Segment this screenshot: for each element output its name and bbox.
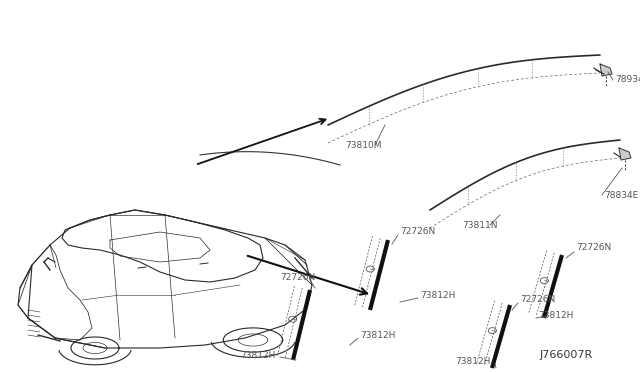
Text: 73810M: 73810M (345, 141, 381, 150)
Text: 78934E: 78934E (615, 76, 640, 84)
Text: J766007R: J766007R (540, 350, 593, 360)
Text: 73812H: 73812H (420, 291, 456, 299)
Text: 72726N: 72726N (280, 273, 316, 282)
Text: 73812H: 73812H (455, 357, 490, 366)
Text: 78834E: 78834E (604, 190, 638, 199)
Text: 73811N: 73811N (462, 221, 497, 230)
Text: 72726N: 72726N (520, 295, 556, 305)
Text: 73812H: 73812H (240, 350, 275, 359)
Polygon shape (600, 64, 612, 76)
Text: 72726N: 72726N (576, 244, 611, 253)
Text: 73812H: 73812H (538, 311, 573, 320)
Text: 73812H: 73812H (360, 330, 396, 340)
Text: 72726N: 72726N (400, 228, 435, 237)
Polygon shape (619, 148, 631, 160)
